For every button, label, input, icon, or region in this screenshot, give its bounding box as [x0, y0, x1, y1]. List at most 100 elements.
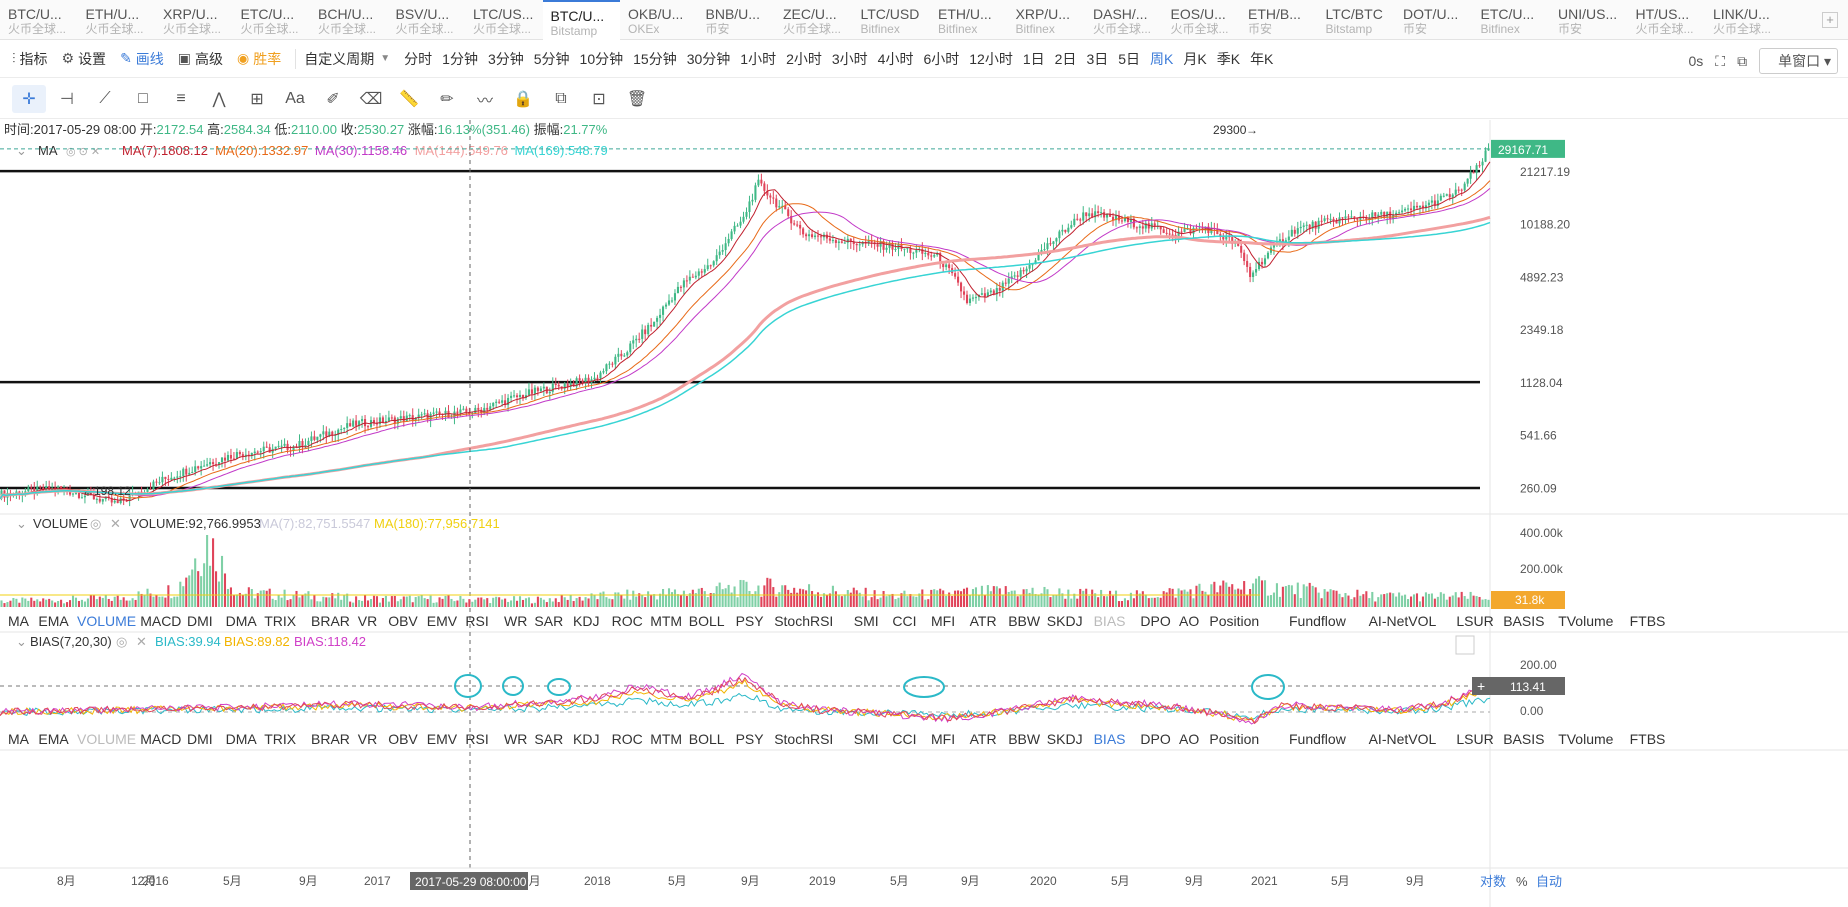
indicator-tab[interactable]: WR — [504, 613, 527, 629]
text-tool-icon[interactable]: Aa — [285, 89, 305, 107]
indicator-tab[interactable]: EMA — [38, 613, 69, 629]
settings-button[interactable]: ⚙ 设置 — [62, 49, 107, 69]
period-option[interactable]: 3分钟 — [487, 50, 524, 67]
pencil-tool-icon[interactable]: ✏ — [440, 90, 454, 108]
period-option[interactable]: 1分钟 — [442, 50, 478, 67]
indicator-tab[interactable]: MTM — [650, 613, 682, 629]
indicator-tab[interactable]: ROC — [612, 613, 643, 629]
annotation-ellipse[interactable] — [903, 676, 945, 698]
indicator-tab[interactable]: VR — [358, 731, 377, 747]
fib-tool-icon[interactable]: ≡ — [176, 89, 186, 107]
trend-tool-icon[interactable]: ⟋ — [99, 89, 111, 107]
period-option[interactable]: 4小时 — [877, 50, 914, 67]
add-tab-button[interactable]: + — [1822, 12, 1838, 28]
market-tab[interactable]: ETC/U... 火币全球... — [233, 0, 311, 40]
market-tab[interactable]: BSV/U... 火币全球... — [388, 0, 466, 40]
market-tab[interactable]: ZEC/U... 火币全球... — [775, 0, 853, 40]
indicator-tab[interactable]: TVolume — [1558, 613, 1613, 629]
log-scale-toggle[interactable]: 对数 — [1480, 874, 1506, 889]
expand-panel-icon[interactable] — [1455, 635, 1475, 655]
indicator-tab[interactable]: AO — [1179, 613, 1199, 629]
lock-tool-icon[interactable]: 🔒 — [513, 90, 533, 108]
indicator-tab[interactable]: DPO — [1140, 613, 1170, 629]
market-tab[interactable]: ETH/U... Bitfinex — [930, 0, 1008, 40]
annotation-ellipse[interactable] — [502, 676, 524, 696]
indicator-tab[interactable]: BRAR — [311, 731, 350, 747]
indicator-tab[interactable]: BBW — [1008, 731, 1041, 747]
indicator-tab[interactable]: BOLL — [689, 731, 725, 747]
winrate-button[interactable]: ◉ 胜率 — [237, 49, 281, 69]
indicator-tab[interactable]: BIAS — [1094, 731, 1126, 747]
period-option[interactable]: 6小时 — [923, 50, 960, 67]
percent-scale-toggle[interactable]: % — [1516, 874, 1528, 889]
indicator-tab[interactable]: CCI — [892, 613, 916, 629]
indicator-tab[interactable]: DMA — [226, 731, 258, 747]
market-tab[interactable]: HT/US... 火币全球... — [1628, 0, 1706, 40]
indicator-tab[interactable]: FTBS — [1630, 613, 1666, 629]
period-option[interactable]: 1小时 — [740, 50, 777, 67]
indicator-tab[interactable]: BBW — [1008, 613, 1041, 629]
indicator-tab[interactable]: AI-NetVOL — [1369, 731, 1437, 747]
indicator-tab[interactable]: MACD — [140, 613, 181, 629]
market-tab[interactable]: DASH/... 火币全球... — [1085, 0, 1163, 40]
indicator-tab[interactable]: SKDJ — [1047, 613, 1083, 629]
indicator-tab[interactable]: BIAS — [1094, 613, 1126, 629]
trash-tool-icon[interactable]: 🗑 — [626, 90, 648, 108]
indicator-tab[interactable]: MACD — [140, 731, 181, 747]
indicator-tab[interactable]: VOLUME — [77, 613, 136, 629]
indicator-tab[interactable]: RSI — [465, 613, 488, 629]
measure-tool-icon[interactable]: ⊞ — [250, 90, 264, 108]
period-option[interactable]: 10分钟 — [579, 50, 624, 67]
market-tab[interactable]: BNB/U... 币安 — [698, 0, 776, 40]
period-option[interactable]: 2日 — [1054, 50, 1077, 67]
period-option[interactable]: 3日 — [1086, 50, 1109, 67]
erase-draw-tool-icon[interactable]: ⌫ — [359, 90, 383, 108]
period-option[interactable]: 年K — [1250, 50, 1274, 67]
period-option[interactable]: 季K — [1216, 50, 1241, 67]
indicator-tab[interactable]: MFI — [931, 613, 955, 629]
wave-tool-icon[interactable]: 〰 — [476, 92, 493, 110]
indicator-tab[interactable]: SAR — [534, 613, 563, 629]
indicator-tab[interactable]: ROC — [612, 731, 643, 747]
indicator-tab[interactable]: SKDJ — [1047, 731, 1083, 747]
market-tab[interactable]: OKB/U... OKEx — [620, 0, 698, 40]
fullscreen-icon[interactable]: ⛶ — [1715, 52, 1726, 69]
crosshair-plus-button[interactable] — [1472, 677, 1492, 695]
market-tab[interactable]: LINK/U... 火币全球... — [1705, 0, 1783, 40]
indicator-tab[interactable]: LSUR — [1456, 731, 1493, 747]
ruler-tool-icon[interactable]: 📏 — [399, 90, 419, 108]
annotation-ellipse[interactable] — [454, 674, 482, 698]
market-tab[interactable]: BTC/U... 火币全球... — [0, 0, 78, 40]
period-option[interactable]: 3小时 — [831, 50, 868, 67]
indicator-tab[interactable]: ATR — [970, 613, 997, 629]
window-mode-select[interactable]: 单窗口 ▾ — [1759, 48, 1838, 74]
period-option[interactable]: 月K — [1183, 50, 1207, 67]
period-option[interactable]: 5日 — [1118, 50, 1141, 67]
market-tab[interactable]: BTC/U... Bitstamp — [542, 0, 620, 40]
indicator-tab[interactable]: StochRSI — [774, 731, 833, 747]
market-tab[interactable]: UNI/US... 币安 — [1550, 0, 1628, 40]
indicator-tab[interactable]: Position — [1209, 613, 1259, 629]
pattern-tool-icon[interactable]: ⋀ — [212, 90, 226, 108]
market-tab[interactable]: EOS/U... 火币全球... — [1163, 0, 1241, 40]
market-tab[interactable]: ETH/U... 火币全球... — [78, 0, 156, 40]
annotation-ellipse[interactable] — [547, 678, 571, 696]
period-option[interactable]: 1日 — [1022, 50, 1045, 67]
market-tab[interactable]: LTC/BTC Bitstamp — [1318, 0, 1396, 40]
market-tab[interactable]: LTC/US... 火币全球... — [465, 0, 543, 40]
chart-canvas[interactable]: 时间:2017-05-29 08:00 开:2172.54 高:2584.34 … — [0, 120, 1848, 907]
period-option[interactable]: 5分钟 — [533, 50, 570, 67]
indicator-tab[interactable]: DPO — [1140, 731, 1170, 747]
indicator-tab[interactable]: DMI — [187, 731, 213, 747]
auto-scale-toggle[interactable]: 自动 — [1536, 874, 1562, 889]
rect-tool-icon[interactable]: □ — [138, 89, 148, 107]
indicator-tab[interactable]: RSI — [465, 731, 488, 747]
indicator-tab[interactable]: VOLUME — [77, 731, 136, 747]
indicator-tab[interactable]: MFI — [931, 731, 955, 747]
brush-tool-icon[interactable]: ✐ — [326, 90, 340, 108]
copy-tool-icon[interactable]: ⧉ — [555, 89, 567, 107]
indicator-button[interactable]: ⫶ 指标 — [12, 49, 48, 69]
period-option[interactable]: 30分钟 — [686, 50, 731, 67]
screenshot-tool-icon[interactable]: ⊡ — [592, 90, 606, 108]
indicator-tab[interactable]: BASIS — [1503, 731, 1544, 747]
